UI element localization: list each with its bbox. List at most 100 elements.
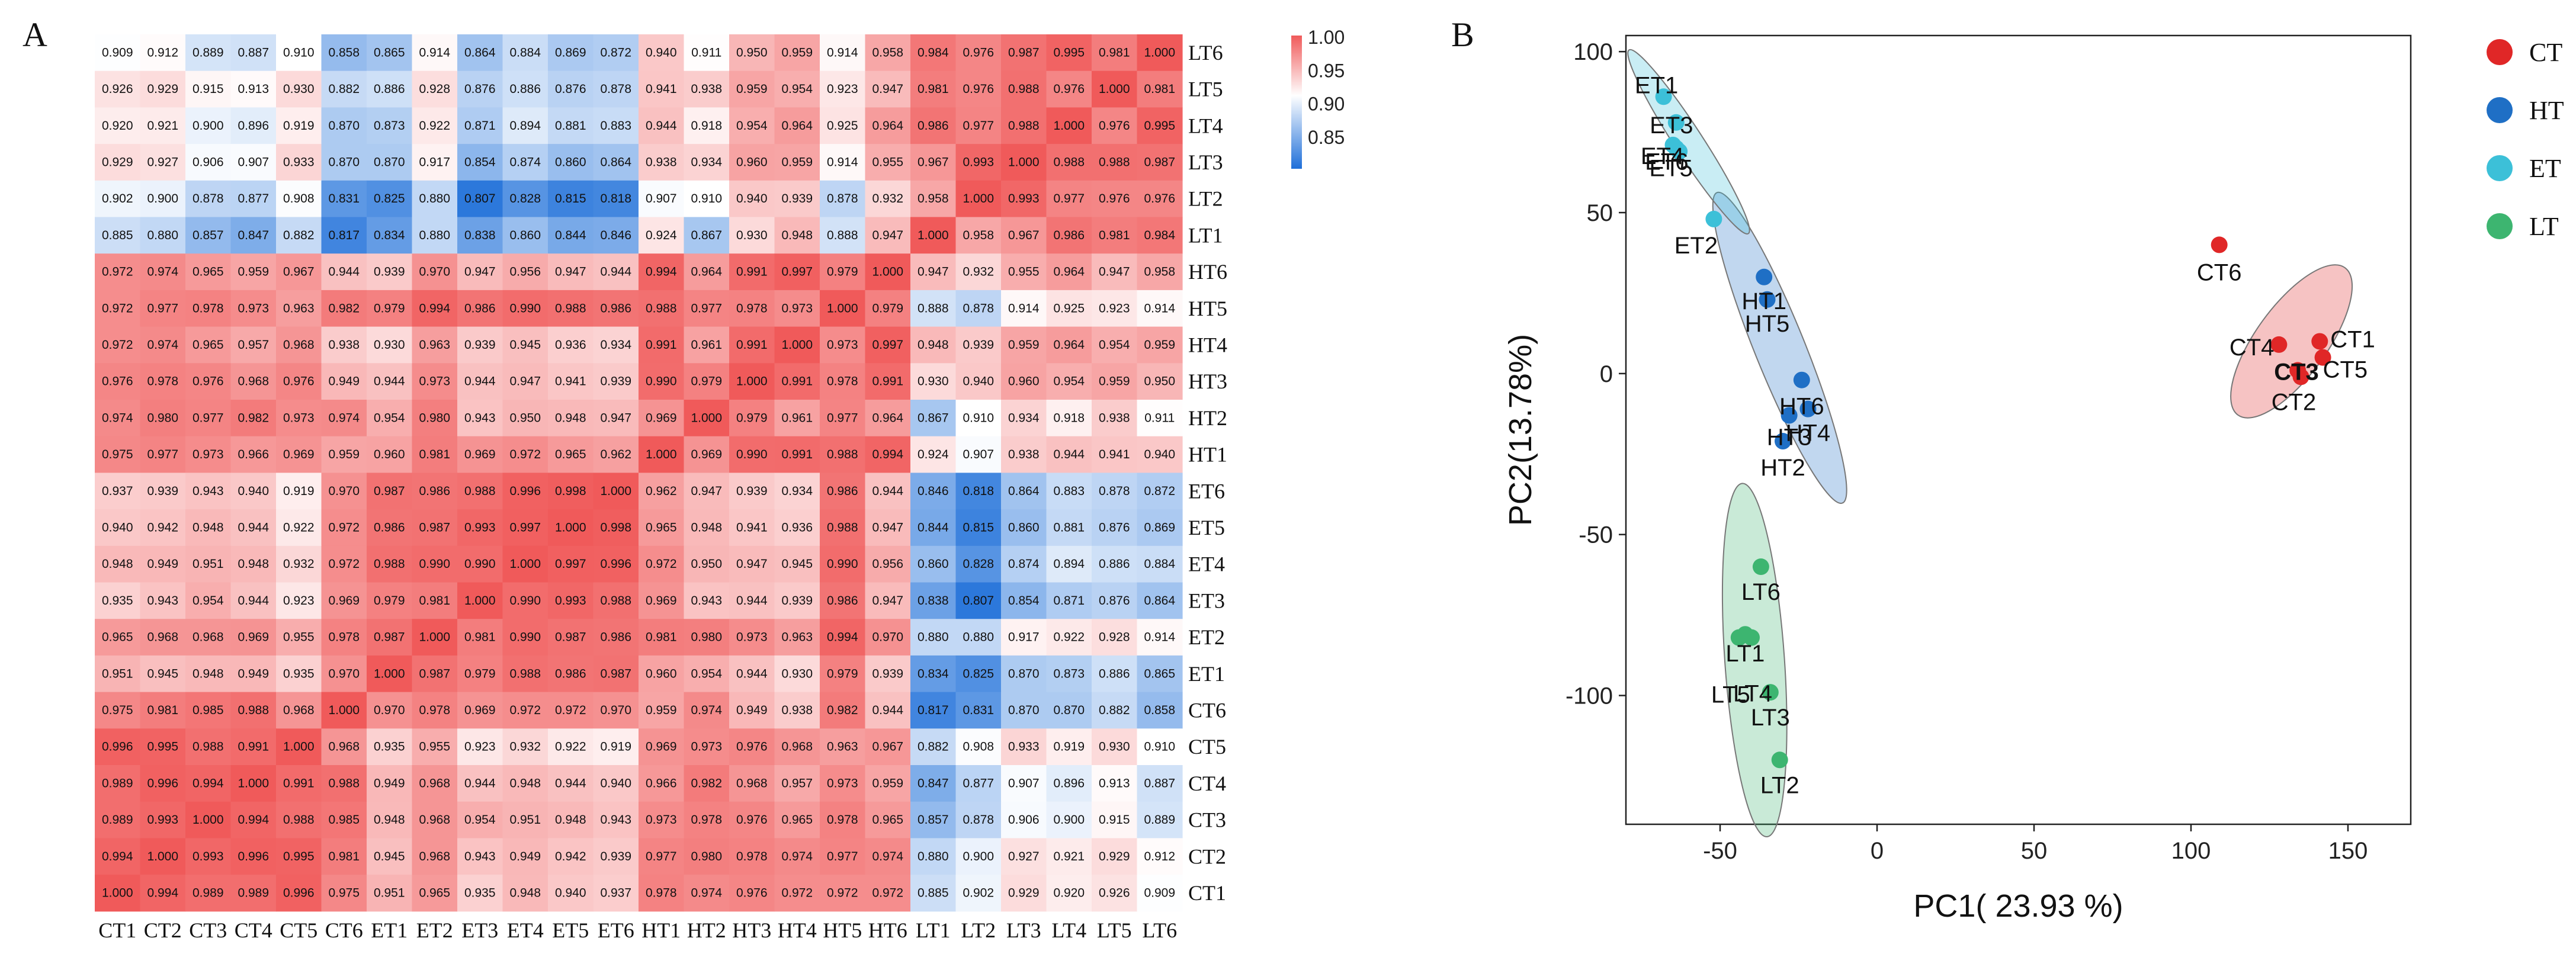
heatmap-cell-value: 1.000: [736, 375, 768, 388]
heatmap-cell-value: 0.815: [963, 521, 994, 534]
heatmap-cell-value: 0.886: [509, 82, 541, 96]
heatmap-cell: [230, 875, 277, 912]
heatmap-cell-value: 0.914: [1144, 301, 1175, 315]
heatmap-cell: [140, 217, 186, 254]
heatmap-cell: [502, 400, 548, 437]
heatmap-cell: [593, 509, 639, 547]
heatmap-cell-value: 0.967: [872, 740, 903, 754]
heatmap-cell: [140, 473, 186, 510]
heatmap-cell: [95, 290, 141, 327]
heatmap-cell: [639, 875, 685, 912]
heatmap-cell: [230, 473, 277, 510]
heatmap-cell-value: 0.986: [827, 594, 858, 608]
heatmap-cell: [321, 70, 367, 108]
heatmap-cell-value: 0.900: [963, 850, 994, 863]
heatmap-cell: [1046, 180, 1092, 218]
data-point-ct6: [2211, 236, 2228, 253]
heatmap-cell: [820, 509, 866, 547]
heatmap-cell-value: 0.981: [646, 631, 677, 644]
heatmap-cell-value: 0.878: [600, 82, 631, 96]
heatmap-cell-value: 0.982: [328, 301, 360, 315]
heatmap-cell-value: 0.939: [600, 850, 631, 863]
heatmap-cell: [1001, 400, 1047, 437]
heatmap-cell: [548, 290, 594, 327]
plot-frame: [1625, 34, 2412, 825]
heatmap-cell: [321, 619, 367, 656]
heatmap-cell-value: 0.825: [374, 192, 405, 205]
heatmap-cell-value: 0.873: [374, 119, 405, 133]
heatmap-cell: [639, 509, 685, 547]
heatmap-cell: [820, 801, 866, 839]
heatmap-cell-value: 0.987: [1008, 46, 1040, 59]
data-point-ct2: [2292, 368, 2309, 385]
legend-label-ct: CT: [2529, 38, 2562, 67]
y-tick-label: -50: [1579, 522, 1613, 548]
heatmap-cell: [1137, 70, 1183, 108]
heatmap-cell: [1001, 801, 1047, 839]
heatmap-cell-value: 0.940: [555, 886, 586, 899]
heatmap-cell: [548, 400, 594, 437]
heatmap-cell-value: 0.911: [1144, 411, 1175, 425]
heatmap-cell-value: 0.876: [464, 82, 496, 96]
heatmap-cell-value: 0.996: [283, 886, 315, 899]
heatmap-cell: [729, 180, 775, 218]
heatmap-cell-value: 0.947: [1099, 265, 1130, 279]
heatmap-cell-value: 0.995: [147, 740, 178, 754]
heatmap-cell-value: 0.972: [555, 703, 586, 717]
heatmap-cell-value: 0.940: [238, 484, 269, 498]
heatmap-cell: [367, 436, 413, 473]
data-point-ht3: [1781, 407, 1798, 424]
heatmap-cell-value: 0.926: [102, 82, 133, 96]
heatmap-cell: [684, 545, 730, 583]
heatmap-cell-value: 0.865: [374, 46, 405, 59]
heatmap-cell-value: 0.939: [374, 265, 405, 279]
pca-legend: CT HT ET LT: [2487, 38, 2564, 241]
heatmap-cell: [548, 253, 594, 291]
heatmap-cell: [548, 436, 594, 473]
heatmap-cell-value: 0.969: [691, 448, 722, 461]
heatmap-cell: [457, 801, 503, 839]
heatmap-cell-value: 0.877: [963, 776, 994, 790]
heatmap-cell-value: 0.987: [1144, 155, 1175, 169]
heatmap-cell: [774, 875, 820, 912]
heatmap-cell: [684, 509, 730, 547]
heatmap-cell-value: 0.963: [283, 301, 315, 315]
heatmap-cell-value: 0.989: [193, 886, 224, 899]
heatmap-cell: [729, 144, 775, 181]
heatmap-cell-value: 0.968: [147, 631, 178, 644]
heatmap-cell-value: 0.942: [555, 850, 586, 863]
heatmap-cell-value: 0.950: [691, 557, 722, 571]
heatmap-cell-value: 0.977: [691, 301, 722, 315]
heatmap-cell: [1092, 692, 1138, 729]
heatmap-cell-value: 0.979: [374, 301, 405, 315]
heatmap-cell-value: 0.976: [1099, 192, 1130, 205]
heatmap-cell: [457, 363, 503, 400]
heatmap-cell: [593, 253, 639, 291]
heatmap-col-label: HT4: [778, 918, 817, 942]
heatmap-cell-value: 0.979: [464, 667, 496, 680]
heatmap-cell-value: 0.867: [918, 411, 949, 425]
heatmap-cell: [457, 728, 503, 766]
heatmap-cell: [1046, 728, 1092, 766]
data-point-lt2: [1771, 751, 1788, 769]
heatmap-cell-value: 0.973: [781, 301, 813, 315]
heatmap-cell-value: 0.944: [736, 594, 768, 608]
heatmap-cell: [276, 253, 322, 291]
heatmap-cell-value: 0.970: [374, 703, 405, 717]
point-label-lt1: LT1: [1725, 641, 1765, 667]
heatmap-cell-value: 0.973: [238, 301, 269, 315]
x-axis-title: PC1( 23.93 %): [1913, 888, 2123, 924]
heatmap-cell-value: 0.998: [600, 521, 631, 534]
heatmap-cell: [684, 582, 730, 619]
heatmap-cell-value: 0.969: [464, 703, 496, 717]
heatmap-cell: [367, 180, 413, 218]
heatmap-cell-value: 0.973: [419, 375, 450, 388]
heatmap-cell: [729, 436, 775, 473]
heatmap-cell: [412, 692, 458, 729]
heatmap-cell-value: 0.988: [238, 703, 269, 717]
heatmap-cell: [865, 107, 911, 144]
heatmap-cell: [593, 875, 639, 912]
heatmap-cell: [185, 180, 232, 218]
heatmap-cell-value: 0.979: [691, 375, 722, 388]
